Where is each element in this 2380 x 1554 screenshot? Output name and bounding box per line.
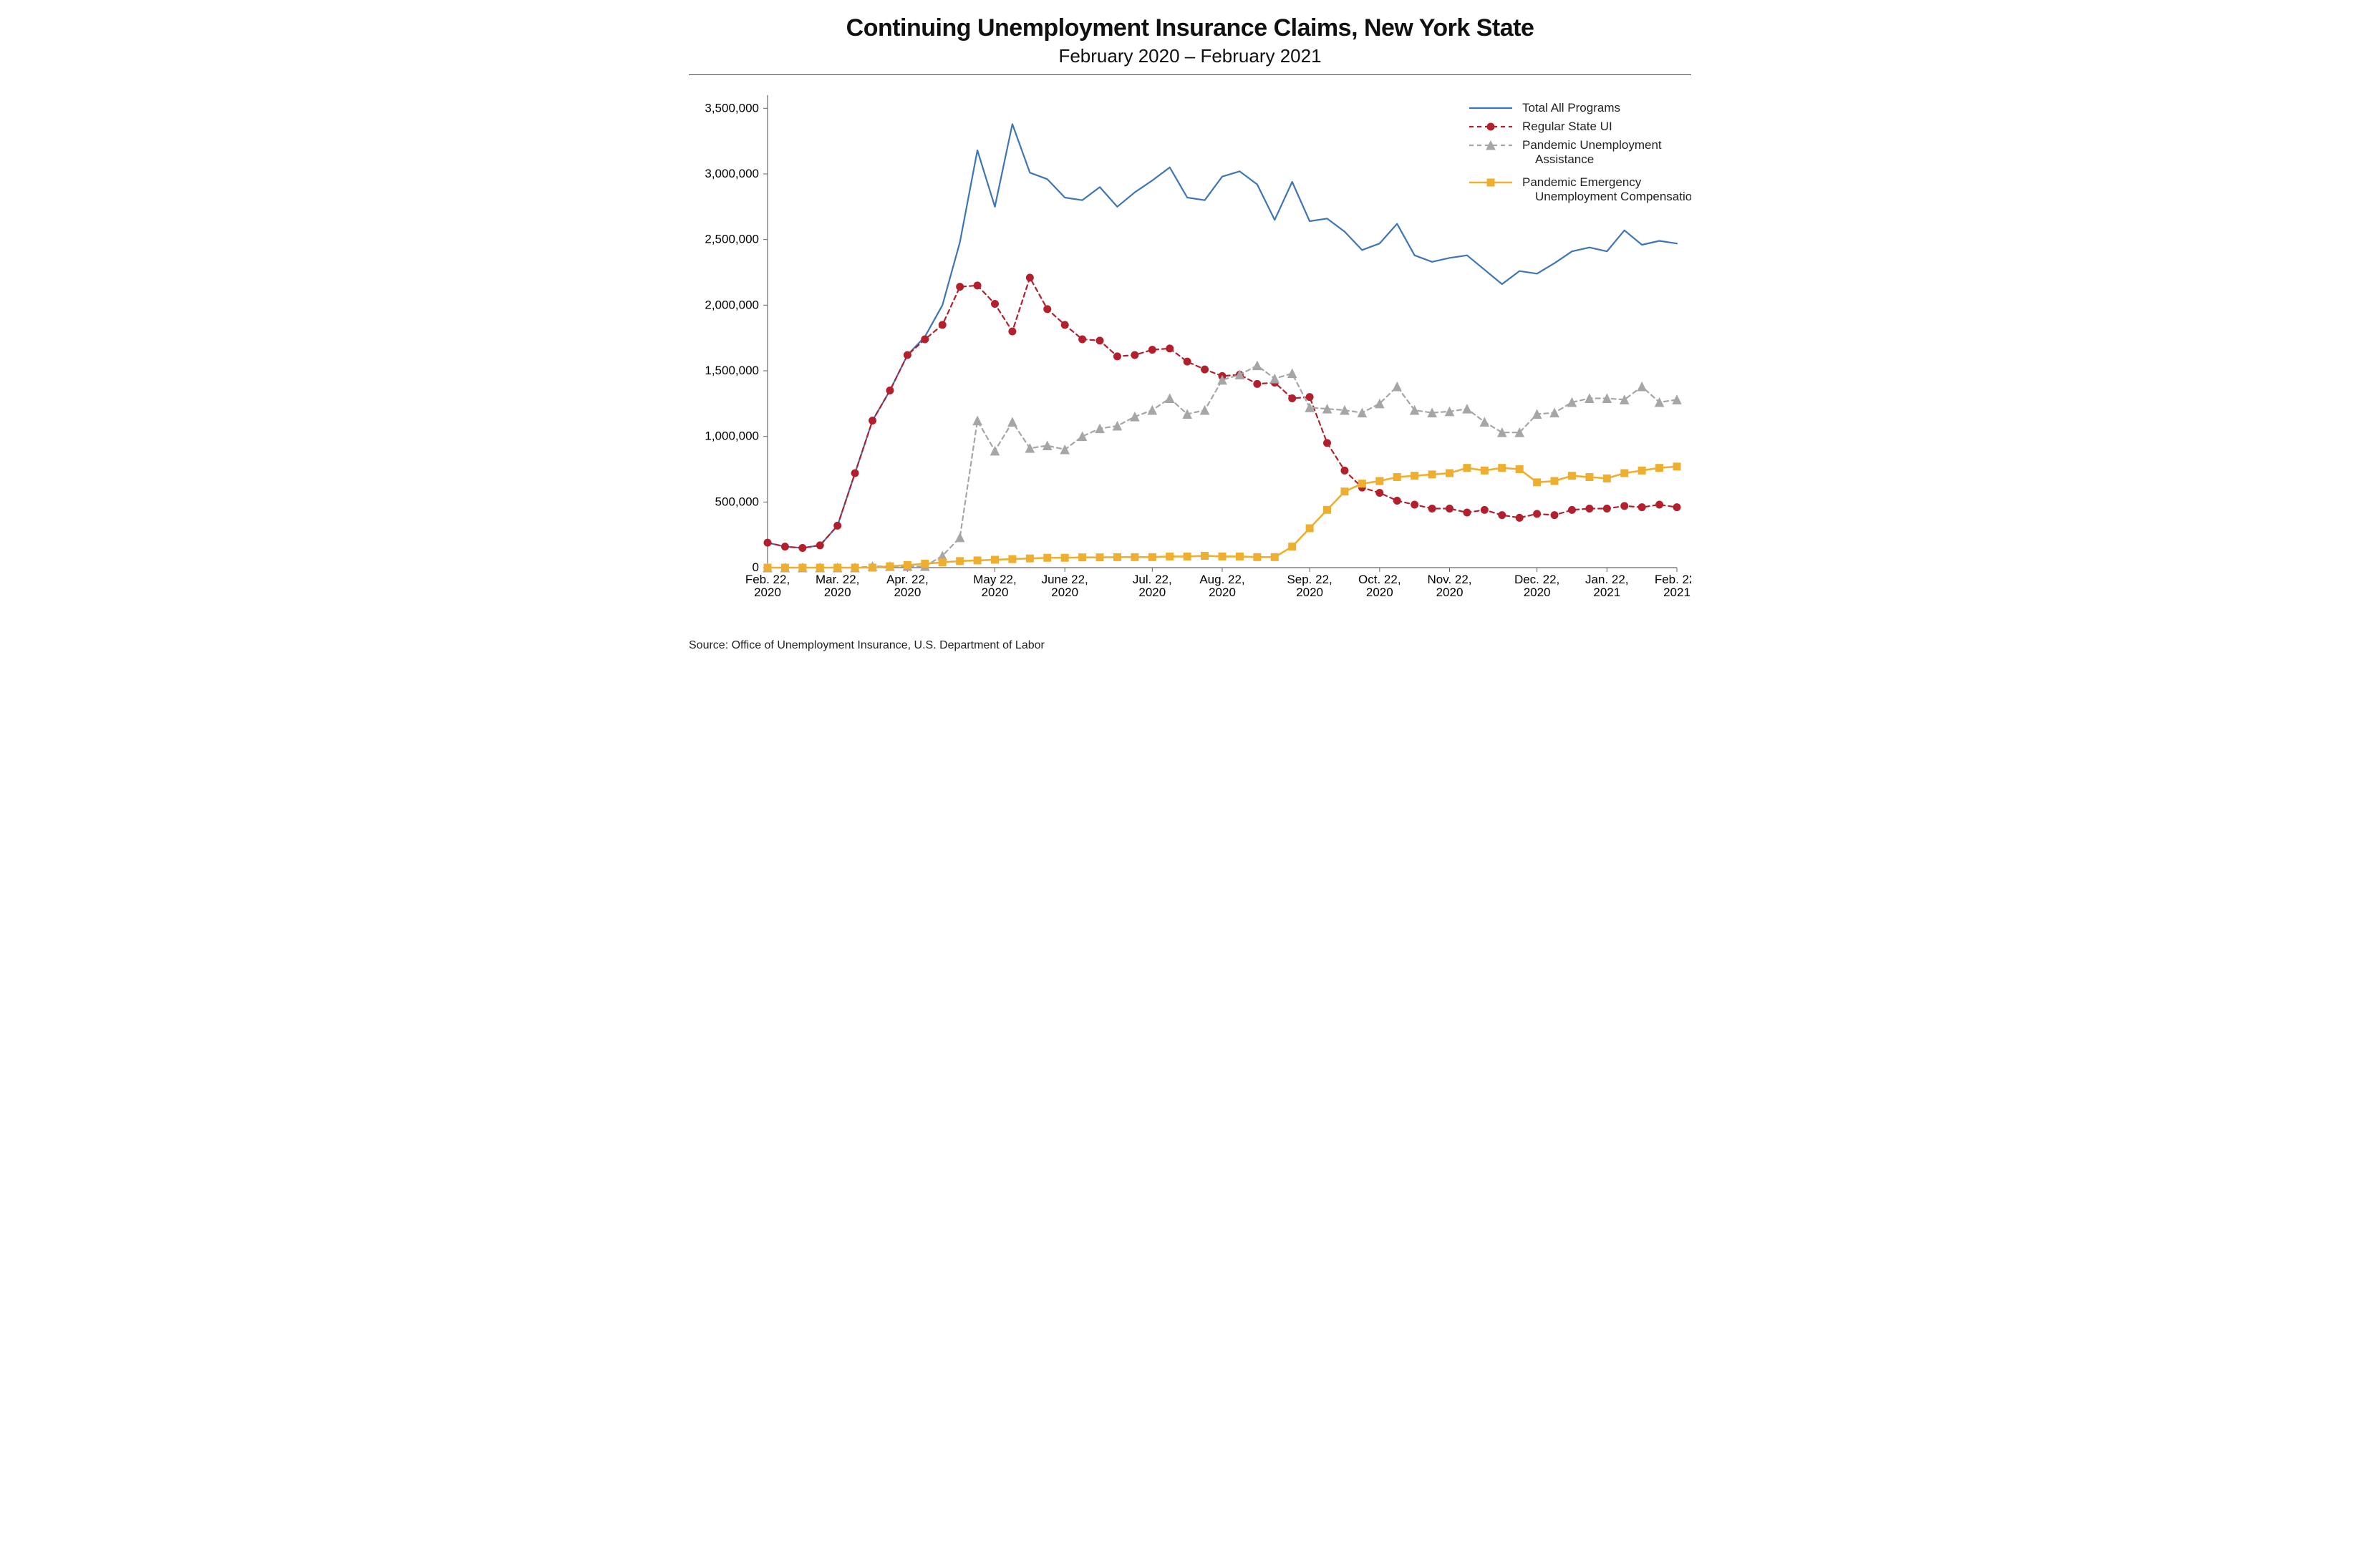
x-tick-label: Jul. 22,	[1133, 573, 1172, 586]
x-tick-label: Feb. 22,	[745, 573, 790, 586]
x-tick-label: Apr. 22,	[886, 573, 929, 586]
x-tick-label: 2020	[824, 586, 851, 599]
legend: Total All Programs Regular State UI Pandem…	[1469, 101, 1691, 203]
x-tick-label: 2020	[1209, 586, 1236, 599]
x-tick-label: 2021	[1593, 586, 1620, 599]
x-tick-label: Oct. 22,	[1358, 573, 1401, 586]
x-tick-label: Mar. 22,	[816, 573, 859, 586]
y-tick-label: 2,500,000	[705, 233, 759, 246]
source-line: Source: Office of Unemployment Insurance…	[689, 639, 1691, 652]
series-markers	[763, 361, 1681, 572]
x-tick-label: 2020	[1524, 586, 1551, 599]
x-tick-label: 2020	[894, 586, 921, 599]
legend-label: Unemployment Compensation	[1535, 190, 1691, 203]
x-tick-label: 2020	[754, 586, 781, 599]
line-chart-svg: 0500,0001,000,0001,500,0002,000,0002,500…	[689, 81, 1691, 625]
title-rule	[689, 74, 1691, 75]
legend-label: Pandemic Unemployment	[1522, 138, 1662, 152]
legend-label: Pandemic Emergency	[1522, 175, 1642, 189]
x-tick-label: 2020	[982, 586, 1009, 599]
legend-label: Assistance	[1535, 152, 1594, 166]
y-tick-label: 1,500,000	[705, 364, 759, 377]
x-tick-label: Jan. 22,	[1585, 573, 1629, 586]
y-tick-label: 2,000,000	[705, 298, 759, 311]
legend-label: Total All Programs	[1522, 101, 1620, 115]
series-markers	[764, 274, 1680, 552]
x-tick-label: 2020	[1296, 586, 1323, 599]
x-tick-label: 2020	[1051, 586, 1078, 599]
x-tick-label: 2020	[1436, 586, 1464, 599]
x-tick-label: June 22,	[1042, 573, 1088, 586]
y-tick-label: 3,000,000	[705, 167, 759, 180]
series-markers	[764, 463, 1680, 571]
y-tick-label: 3,500,000	[705, 101, 759, 115]
x-tick-label: 2020	[1366, 586, 1393, 599]
x-tick-label: 2020	[1138, 586, 1166, 599]
x-tick-label: Aug. 22,	[1199, 573, 1244, 586]
chart-subtitle: February 2020 – February 2021	[689, 45, 1691, 67]
x-tick-label: Feb. 22,	[1655, 573, 1691, 586]
chart-area: 0500,0001,000,0001,500,0002,000,0002,500…	[689, 81, 1691, 625]
x-tick-label: May 22,	[973, 573, 1016, 586]
y-tick-label: 500,000	[715, 495, 759, 508]
legend-label: Regular State UI	[1522, 120, 1612, 133]
x-tick-label: Nov. 22,	[1427, 573, 1471, 586]
y-tick-label: 1,000,000	[705, 429, 759, 443]
x-tick-label: Sep. 22,	[1287, 573, 1332, 586]
x-tick-label: 2021	[1663, 586, 1690, 599]
series-line	[768, 278, 1677, 548]
chart-title: Continuing Unemployment Insurance Claims…	[689, 14, 1691, 42]
x-tick-label: Dec. 22,	[1514, 573, 1559, 586]
series-line	[768, 366, 1677, 568]
